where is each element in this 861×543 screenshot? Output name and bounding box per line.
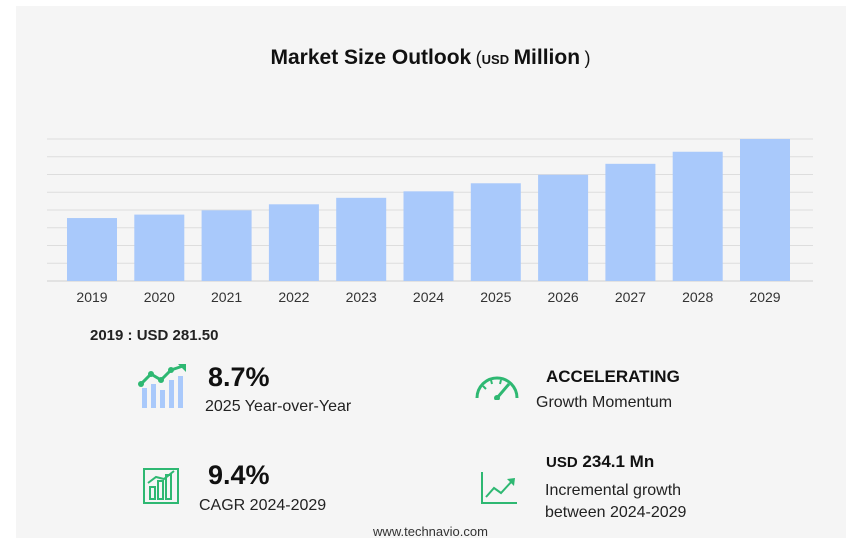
x-axis-labels: 2019 2020 2021 2022 2023 2024 2025 2026 2027 2028… bbox=[76, 289, 780, 305]
cagr-label: CAGR 2024-2029 bbox=[199, 497, 327, 514]
x-tick-label: 2025 bbox=[480, 289, 511, 305]
x-tick-label: 2021 bbox=[211, 289, 242, 305]
x-tick-label: 2029 bbox=[749, 289, 780, 305]
base-year-value: 2019 : USD 281.50 bbox=[90, 327, 219, 344]
incremental-label-line2: between 2024-2029 bbox=[545, 504, 687, 521]
bar-2029 bbox=[740, 139, 790, 281]
incremental-label-line1: Incremental growth bbox=[545, 482, 682, 499]
growth-chart-icon bbox=[138, 364, 186, 408]
bar-2027 bbox=[605, 163, 656, 281]
bar-2021 bbox=[201, 210, 252, 281]
x-tick-label: 2026 bbox=[548, 289, 579, 305]
bar-2019 bbox=[67, 218, 117, 281]
footer-source: www.technavio.com bbox=[373, 524, 488, 539]
title-paren-open: ( bbox=[475, 48, 482, 68]
title-unit-currency: USD bbox=[481, 52, 510, 67]
x-tick-label: 2019 bbox=[76, 289, 107, 305]
incremental-currency: USD bbox=[546, 454, 578, 471]
bar-2026 bbox=[538, 174, 589, 281]
incremental-value: 234.1 Mn bbox=[582, 452, 655, 471]
bars-group bbox=[67, 139, 790, 281]
bar-2022 bbox=[268, 204, 319, 281]
momentum-value: ACCELERATING bbox=[546, 367, 680, 386]
bar-2023 bbox=[336, 197, 387, 281]
bar-2024 bbox=[403, 191, 454, 281]
x-tick-label: 2020 bbox=[144, 289, 175, 305]
speedometer-icon bbox=[475, 376, 519, 400]
bar-2028 bbox=[672, 151, 723, 281]
x-tick-label: 2022 bbox=[278, 289, 309, 305]
cagr-value: 9.4% bbox=[208, 460, 270, 490]
title-paren-close: ) bbox=[584, 48, 591, 68]
incremental-value-line: USD 234.1 Mn bbox=[546, 452, 654, 472]
yoy-value: 8.7% bbox=[208, 362, 270, 392]
x-tick-label: 2024 bbox=[413, 289, 444, 305]
bar-chart-icon bbox=[143, 468, 179, 504]
trend-line-icon bbox=[481, 472, 517, 504]
title-unit-scale: Million bbox=[513, 46, 581, 69]
title-text: Market Size Outlook bbox=[270, 46, 472, 69]
chart-title: Market Size Outlook (USD Million ) bbox=[0, 46, 861, 70]
x-tick-label: 2028 bbox=[682, 289, 713, 305]
bar-2020 bbox=[134, 214, 185, 281]
x-tick-label: 2023 bbox=[346, 289, 377, 305]
yoy-label: 2025 Year-over-Year bbox=[205, 398, 352, 415]
x-tick-label: 2027 bbox=[615, 289, 646, 305]
bar-chart: 2019 2020 2021 2022 2023 2024 2025 2026 2027 2028… bbox=[47, 138, 813, 305]
momentum-label: Growth Momentum bbox=[536, 394, 673, 411]
bar-2025 bbox=[470, 183, 521, 281]
